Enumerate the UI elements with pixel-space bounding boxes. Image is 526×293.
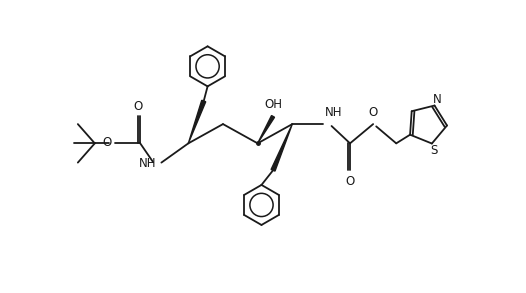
Text: O: O — [346, 175, 355, 188]
Text: S: S — [430, 144, 437, 157]
Polygon shape — [271, 124, 292, 171]
Text: N: N — [433, 93, 441, 105]
Text: OH: OH — [265, 98, 283, 111]
Text: NH: NH — [139, 157, 157, 170]
Text: O: O — [102, 136, 112, 149]
Text: NH: NH — [325, 106, 342, 120]
Text: O: O — [134, 100, 143, 113]
Polygon shape — [258, 115, 275, 143]
Text: O: O — [369, 106, 378, 120]
Polygon shape — [188, 100, 206, 143]
